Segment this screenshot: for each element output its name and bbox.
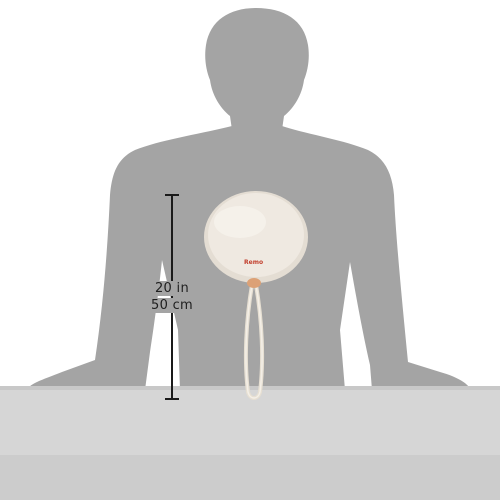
drum-brand-logo: Remo	[244, 259, 264, 266]
silhouette-head	[205, 8, 309, 130]
table-shadow-line	[0, 386, 500, 390]
measure-label-inches: 20 in	[120, 281, 224, 296]
measure-label-centimeters: 50 cm	[120, 298, 224, 313]
table-edge	[0, 455, 500, 500]
height-measure	[165, 194, 179, 400]
drum-cord-inner	[245, 284, 263, 399]
drumhead-sheen	[214, 206, 266, 238]
drum-product	[204, 191, 308, 400]
cord-bead	[247, 278, 261, 288]
